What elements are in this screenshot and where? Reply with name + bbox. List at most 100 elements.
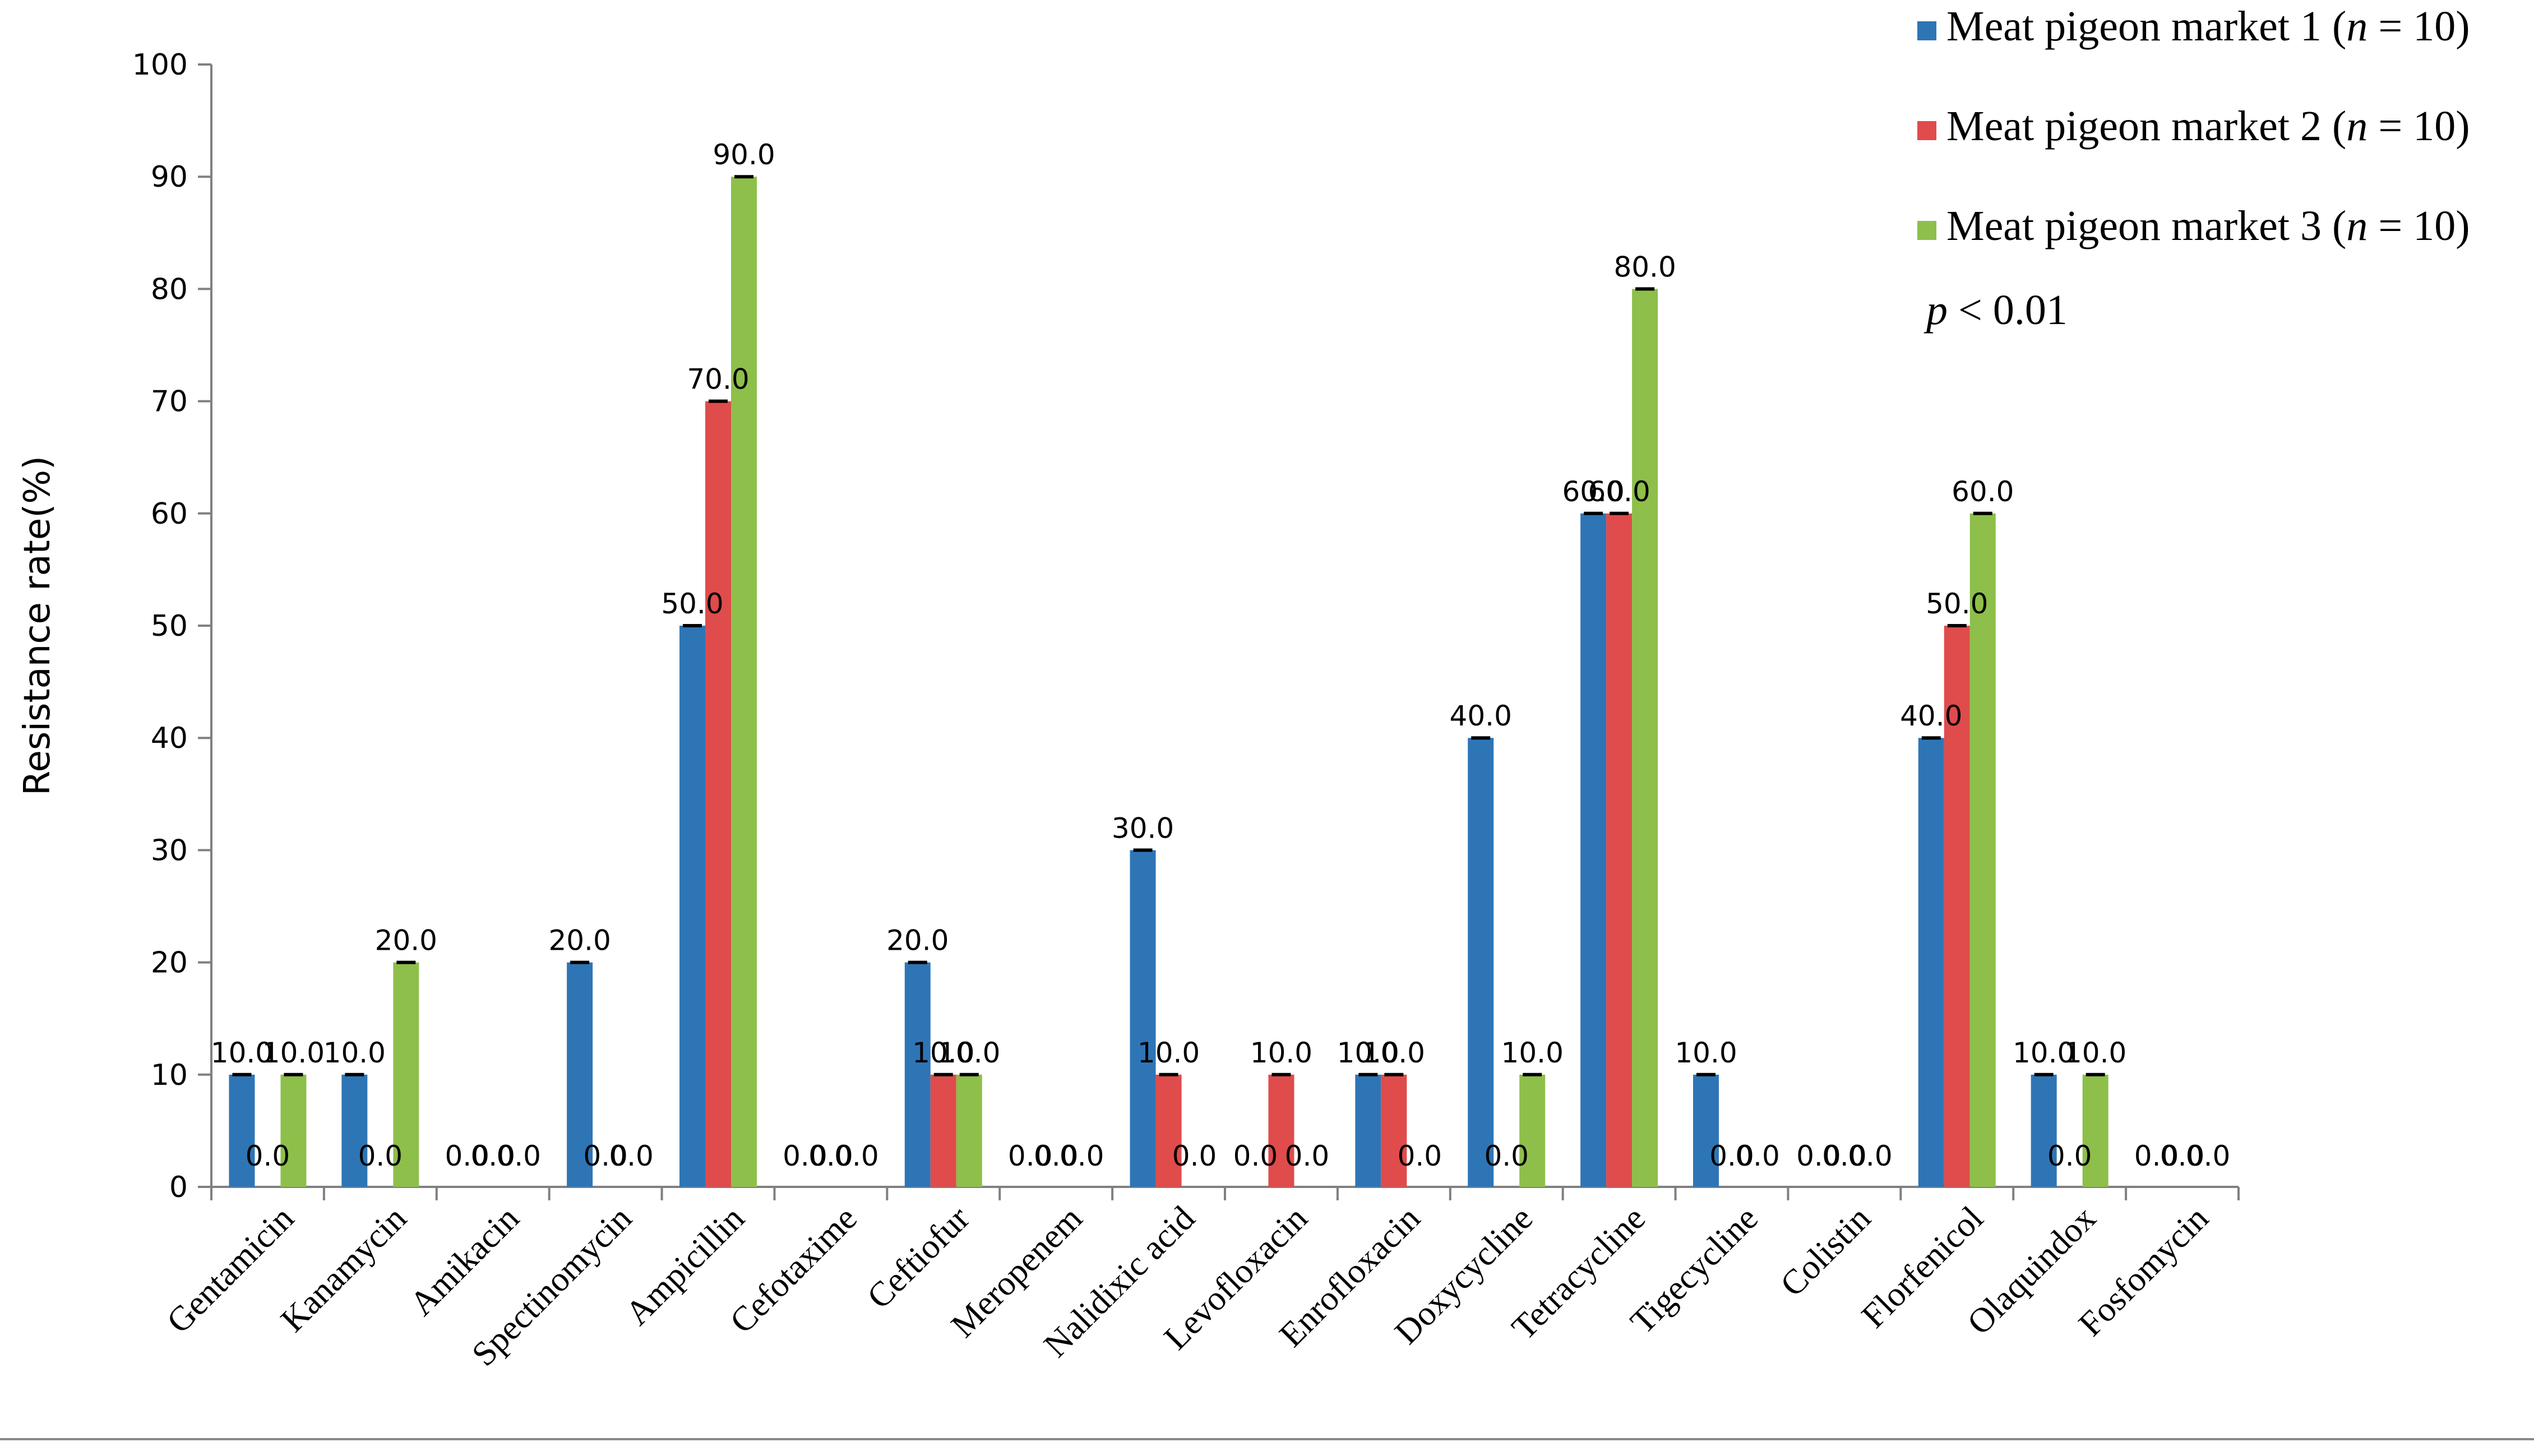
bar (1130, 850, 1156, 1187)
data-label: 0.0 (445, 1140, 489, 1172)
data-label: 20.0 (375, 925, 437, 957)
data-label: 10.0 (2013, 1037, 2075, 1069)
bar (1632, 289, 1658, 1187)
y-axis-title: Resistance rate(%) (17, 456, 58, 796)
data-label: 0.0 (358, 1140, 403, 1172)
data-label: 40.0 (1900, 700, 1962, 732)
bar (229, 1074, 255, 1187)
bar (1519, 1074, 1546, 1187)
y-tick-label: 0 (169, 1171, 188, 1204)
y-tick-label: 100 (132, 48, 188, 82)
bar (567, 962, 593, 1187)
bar (280, 1074, 307, 1187)
data-label: 30.0 (1112, 812, 1174, 844)
bar (1969, 513, 1996, 1187)
bar (705, 401, 731, 1187)
data-label: 40.0 (1450, 700, 1512, 732)
data-label: 10.0 (1675, 1037, 1737, 1069)
legend-entry: Meat pigeon market 3 (n = 10) (1946, 202, 2470, 249)
data-label: 10.0 (323, 1037, 386, 1069)
y-tick-label: 20 (151, 946, 188, 980)
data-label: 0.0 (609, 1140, 654, 1172)
data-label: 0.0 (2186, 1140, 2231, 1172)
data-label: 10.0 (1250, 1037, 1312, 1069)
data-label: 0.0 (1398, 1140, 1442, 1172)
bar (731, 177, 757, 1187)
data-label: 0.0 (834, 1140, 879, 1172)
data-label: 0.0 (1034, 1140, 1079, 1172)
data-label: 0.0 (2134, 1140, 2179, 1172)
bar (1918, 738, 1944, 1187)
legend-entry: Meat pigeon market 2 (n = 10) (1946, 103, 2470, 150)
data-label: 50.0 (1926, 588, 1988, 620)
data-label: 0.0 (1285, 1140, 1330, 1172)
data-label: 60.0 (1588, 475, 1650, 508)
y-tick-label: 50 (151, 609, 188, 643)
bar (904, 962, 931, 1187)
legend-swatch (1917, 121, 1936, 140)
data-label: 0.0 (1709, 1140, 1754, 1172)
data-label: 10.0 (262, 1037, 325, 1069)
data-label: 0.0 (1735, 1140, 1780, 1172)
bar (1355, 1074, 1381, 1187)
legend-swatch (1917, 221, 1936, 240)
bar (2082, 1074, 2108, 1187)
x-tick-label: Ceftiofur (860, 1199, 977, 1316)
bars (229, 175, 2108, 1187)
data-label: 0.0 (583, 1140, 628, 1172)
data-label: 0.0 (2160, 1140, 2205, 1172)
data-label: 0.0 (1848, 1140, 1893, 1172)
data-label: 0.0 (1008, 1140, 1053, 1172)
bar (679, 626, 705, 1187)
data-label: 60.0 (1952, 475, 2014, 508)
data-label: 70.0 (687, 363, 749, 396)
bar (393, 962, 419, 1187)
y-tick-label: 40 (151, 722, 188, 755)
data-label: 10.0 (938, 1037, 1000, 1069)
y-tick-label: 80 (151, 272, 188, 306)
data-label: 0.0 (808, 1140, 853, 1172)
bar (1468, 738, 1494, 1187)
bar (1268, 1074, 1294, 1187)
legend-swatch (1917, 21, 1936, 40)
y-tick-label: 60 (151, 497, 188, 531)
bar (2031, 1074, 2057, 1187)
data-label: 20.0 (548, 925, 611, 957)
data-label: 0.0 (1233, 1140, 1278, 1172)
data-label: 50.0 (661, 588, 723, 620)
data-label: 10.0 (1501, 1037, 1564, 1069)
legend: Meat pigeon market 1 (n = 10) Meat pigeon… (1917, 3, 2470, 334)
data-label: 0.0 (2047, 1140, 2092, 1172)
bar (956, 1074, 982, 1187)
data-label: 90.0 (713, 138, 775, 171)
data-label: 0.0 (246, 1140, 290, 1172)
legend-entry: Meat pigeon market 1 (n = 10) (1946, 3, 2470, 50)
bar (1693, 1074, 1719, 1187)
y-tick-label: 90 (151, 160, 188, 194)
y-tick-label: 70 (151, 385, 188, 419)
data-label: 0.0 (470, 1140, 515, 1172)
bar (1944, 626, 1970, 1187)
data-label: 10.0 (1137, 1037, 1200, 1069)
data-label: 0.0 (1172, 1140, 1217, 1172)
data-label: 0.0 (1060, 1140, 1104, 1172)
x-tick-label: Colistin (1773, 1199, 1878, 1304)
data-label: 60.0 (1562, 475, 1624, 508)
data-label: 0.0 (783, 1140, 827, 1172)
data-label: 20.0 (886, 925, 949, 957)
bar (930, 1074, 956, 1187)
y-tick-label: 30 (151, 834, 188, 867)
data-labels: 10.0 10.00.020.050.00.020.00.030.00.010.0… (211, 138, 2231, 1172)
data-label: 10.0 (2064, 1037, 2126, 1069)
bar (1381, 1074, 1407, 1187)
data-label: 10.0 (211, 1037, 273, 1069)
bar (341, 1074, 368, 1187)
bar (1606, 513, 1633, 1187)
data-label: 0.0 (496, 1140, 541, 1172)
significance-annotation: p < 0.01 (1923, 286, 2068, 334)
y-tick-label: 10 (151, 1059, 188, 1092)
data-label: 0.0 (1796, 1140, 1841, 1172)
bar (1580, 513, 1607, 1187)
bar (1155, 1074, 1182, 1187)
